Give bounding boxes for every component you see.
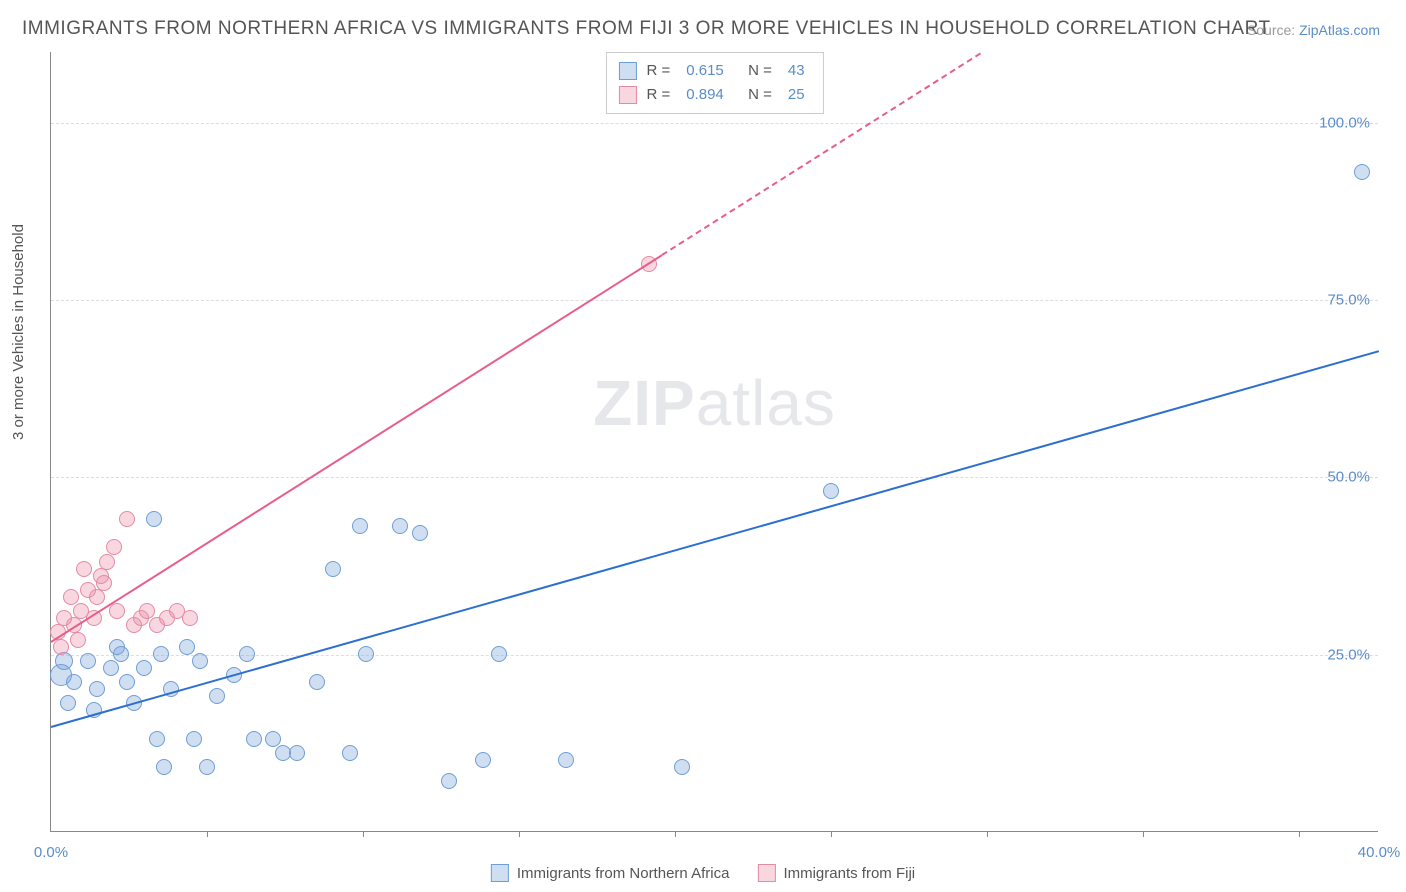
chart-plot-area: ZIPatlas R = 0.615 N = 43 R = 0.894 N = 25 25…: [50, 52, 1378, 832]
scatter-point: [89, 681, 105, 697]
source-attribution: Source: ZipAtlas.com: [1247, 22, 1380, 38]
scatter-point: [342, 745, 358, 761]
scatter-point: [182, 610, 198, 626]
scatter-point: [146, 511, 162, 527]
scatter-point: [60, 695, 76, 711]
legend-swatch: [757, 864, 775, 882]
y-tick-label: 75.0%: [1327, 292, 1370, 309]
scatter-point: [109, 639, 125, 655]
scatter-point: [70, 632, 86, 648]
chart-title: IMMIGRANTS FROM NORTHERN AFRICA VS IMMIG…: [22, 18, 1271, 40]
source-prefix: Source:: [1247, 22, 1299, 38]
legend-stat-row: R = 0.894 N = 25: [618, 83, 810, 107]
legend-swatch: [618, 86, 636, 104]
x-tick-mark: [1299, 831, 1300, 837]
scatter-point: [325, 561, 341, 577]
scatter-point: [63, 589, 79, 605]
legend-series: Immigrants from Northern Africa Immigrant…: [491, 864, 915, 882]
scatter-point: [106, 539, 122, 555]
y-tick-label: 25.0%: [1327, 646, 1370, 663]
scatter-point: [265, 731, 281, 747]
scatter-point: [674, 759, 690, 775]
legend-r-label: R =: [646, 83, 670, 107]
scatter-point: [66, 674, 82, 690]
scatter-point: [392, 518, 408, 534]
scatter-point: [823, 483, 839, 499]
scatter-point: [491, 646, 507, 662]
scatter-point: [53, 639, 69, 655]
scatter-point: [246, 731, 262, 747]
legend-r-value: 0.615: [686, 59, 724, 83]
scatter-point: [352, 518, 368, 534]
scatter-point: [558, 752, 574, 768]
y-tick-label: 100.0%: [1319, 114, 1370, 131]
scatter-point: [136, 660, 152, 676]
scatter-point: [109, 603, 125, 619]
scatter-point: [179, 639, 195, 655]
gridline-horizontal: [51, 477, 1378, 478]
scatter-point: [76, 561, 92, 577]
gridline-horizontal: [51, 123, 1378, 124]
scatter-point: [156, 759, 172, 775]
scatter-point: [149, 731, 165, 747]
scatter-point: [209, 688, 225, 704]
gridline-horizontal: [51, 300, 1378, 301]
x-tick-mark: [519, 831, 520, 837]
scatter-point: [192, 653, 208, 669]
scatter-point: [309, 674, 325, 690]
scatter-point: [96, 575, 112, 591]
scatter-point: [239, 646, 255, 662]
scatter-point: [139, 603, 155, 619]
x-tick-label: 40.0%: [1358, 844, 1401, 861]
trend-line: [51, 350, 1380, 728]
legend-series-item: Immigrants from Fiji: [757, 864, 915, 882]
legend-swatch: [618, 62, 636, 80]
scatter-point: [153, 646, 169, 662]
legend-n-label: N =: [740, 59, 772, 83]
legend-r-value: 0.894: [686, 83, 724, 107]
legend-n-value: 25: [788, 83, 805, 107]
legend-n-label: N =: [740, 83, 772, 107]
watermark: ZIPatlas: [593, 366, 836, 440]
scatter-point: [289, 745, 305, 761]
scatter-point: [55, 652, 73, 670]
scatter-point: [89, 589, 105, 605]
legend-stat-row: R = 0.615 N = 43: [618, 59, 810, 83]
legend-series-item: Immigrants from Northern Africa: [491, 864, 730, 882]
scatter-point: [358, 646, 374, 662]
x-tick-mark: [363, 831, 364, 837]
x-tick-mark: [1143, 831, 1144, 837]
legend-series-label: Immigrants from Fiji: [783, 865, 915, 882]
legend-stats-box: R = 0.615 N = 43 R = 0.894 N = 25: [605, 52, 823, 114]
scatter-point: [1354, 164, 1370, 180]
scatter-point: [119, 674, 135, 690]
scatter-point: [475, 752, 491, 768]
x-tick-mark: [675, 831, 676, 837]
scatter-point: [199, 759, 215, 775]
legend-n-value: 43: [788, 59, 805, 83]
legend-series-label: Immigrants from Northern Africa: [517, 865, 730, 882]
legend-swatch: [491, 864, 509, 882]
legend-r-label: R =: [646, 59, 670, 83]
x-tick-label: 0.0%: [34, 844, 68, 861]
trend-line: [50, 254, 662, 642]
x-tick-mark: [207, 831, 208, 837]
scatter-point: [412, 525, 428, 541]
scatter-point: [103, 660, 119, 676]
scatter-point: [441, 773, 457, 789]
x-tick-mark: [831, 831, 832, 837]
y-axis-label: 3 or more Vehicles in Household: [10, 224, 27, 440]
y-tick-label: 50.0%: [1327, 469, 1370, 486]
scatter-point: [99, 554, 115, 570]
scatter-point: [186, 731, 202, 747]
x-tick-mark: [987, 831, 988, 837]
source-link[interactable]: ZipAtlas.com: [1299, 22, 1380, 38]
scatter-point: [119, 511, 135, 527]
scatter-point: [80, 653, 96, 669]
